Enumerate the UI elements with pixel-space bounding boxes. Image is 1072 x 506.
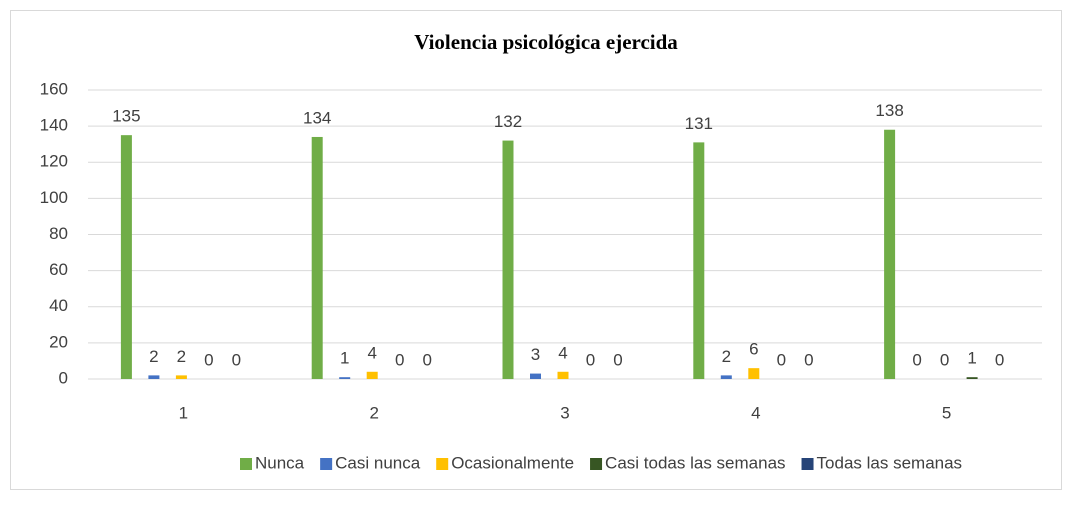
data-label: 1 [340,349,349,368]
data-label: 0 [586,350,595,369]
bar [339,377,351,379]
chart-title: Violencia psicológica ejercida [414,30,678,54]
data-label: 138 [875,101,903,120]
y-tick-label: 0 [59,368,68,387]
data-label: 4 [558,343,567,362]
chart-frame [10,10,1062,490]
x-tick-label: 3 [560,403,569,422]
bar [120,135,132,379]
bar [530,373,541,379]
bar [720,375,732,379]
data-label: 6 [749,340,758,359]
legend-swatch [320,458,333,470]
y-tick-label: 40 [49,296,68,315]
data-label: 0 [613,350,622,369]
data-label: 0 [204,350,213,369]
legend-label: Nunca [255,453,305,472]
data-label: 0 [395,350,404,369]
legend-swatch [590,458,603,470]
data-label: 0 [422,350,431,369]
bar [693,142,705,379]
bar [557,371,569,379]
data-label: 131 [685,114,713,133]
bar [366,371,378,379]
data-label: 0 [777,350,786,369]
data-label: 0 [995,350,1004,369]
x-tick-label: 4 [751,403,760,422]
x-tick-label: 5 [942,403,951,422]
data-label: 3 [531,345,540,364]
data-label: 2 [149,347,158,366]
data-label: 4 [367,343,376,362]
legend-label: Casi nunca [335,453,421,472]
data-label: 134 [303,108,331,127]
data-label: 135 [112,107,140,126]
legend-label: Casi todas las semanas [605,453,785,472]
data-label: 0 [804,350,813,369]
y-tick-label: 60 [49,260,68,279]
bar [311,136,323,379]
bar [502,140,514,379]
y-tick-label: 80 [49,224,68,243]
data-label: 2 [722,347,731,366]
y-tick-label: 160 [40,79,68,98]
x-tick-label: 2 [369,403,378,422]
y-tick-label: 20 [49,332,68,351]
data-label: 1 [967,349,976,368]
data-label: 132 [494,112,522,131]
bar [966,377,978,379]
bar [148,375,160,379]
data-label: 0 [912,350,921,369]
y-tick-label: 120 [40,152,68,171]
bar [748,368,760,379]
legend-swatch [240,458,252,470]
legend-swatch [801,458,814,470]
data-label: 0 [940,350,949,369]
legend-label: Todas las semanas [817,453,963,472]
legend-swatch [436,458,449,470]
data-label: 2 [177,347,186,366]
x-tick-label: 1 [179,403,188,422]
legend-label: Ocasionalmente [451,453,574,472]
y-tick-label: 140 [40,116,68,135]
bar [175,375,187,379]
bar [884,129,896,379]
data-label: 0 [232,350,241,369]
y-tick-label: 100 [40,188,68,207]
